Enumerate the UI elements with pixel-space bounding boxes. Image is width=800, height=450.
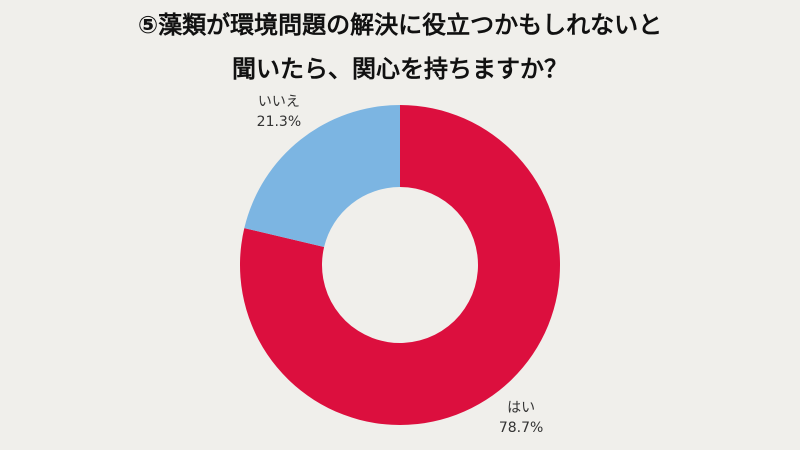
slice-label: はい — [507, 400, 535, 416]
chart-title: ⑤藻類が環境問題の解決に役立つかもしれないと — [138, 11, 662, 39]
slice-value-label: 78.7% — [499, 420, 543, 436]
slice-label: いいえ — [258, 94, 300, 110]
donut-slice — [240, 105, 561, 425]
slice-value-label: 21.3% — [257, 114, 301, 130]
donut-slice — [244, 105, 400, 248]
chart-title: 聞いたら、関心を持ちますか？ — [232, 55, 568, 83]
